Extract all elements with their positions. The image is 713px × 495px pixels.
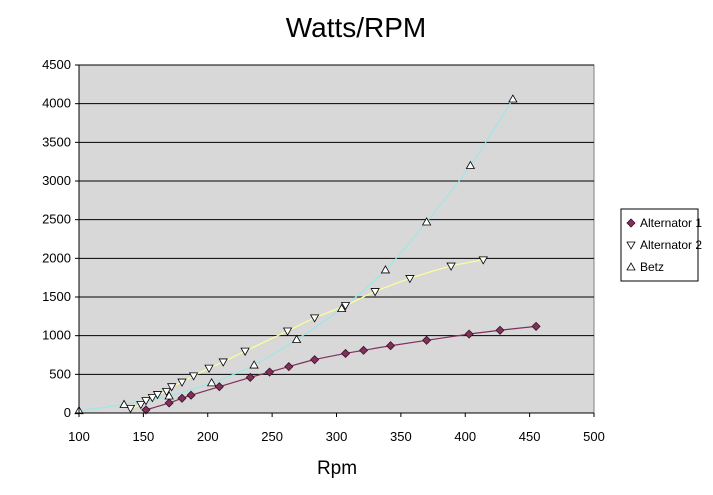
data-point-1-7 bbox=[177, 378, 187, 387]
data-point-0-2 bbox=[177, 393, 187, 403]
data-point-0-13 bbox=[464, 329, 474, 339]
data-point-0-9 bbox=[340, 348, 351, 359]
y-tick-label-4: 2000 bbox=[42, 250, 71, 265]
series-line-0 bbox=[145, 325, 537, 411]
x-tick-label-7: 450 bbox=[519, 429, 541, 444]
data-point-1-13 bbox=[309, 314, 320, 323]
legend-item-1: Alternator 2 bbox=[626, 238, 702, 252]
legend-label-0: Alternator 1 bbox=[640, 216, 702, 230]
y-tick-label-7: 3500 bbox=[42, 134, 71, 149]
x-tick-label-3: 250 bbox=[261, 429, 283, 444]
x-tick-label-8: 500 bbox=[583, 429, 605, 444]
data-point-2-10 bbox=[508, 94, 518, 103]
data-point-1-6 bbox=[167, 383, 177, 392]
data-point-2-8 bbox=[421, 217, 432, 226]
chart-title: Watts/RPM bbox=[286, 12, 427, 43]
y-tick-label-8: 4000 bbox=[42, 96, 71, 111]
data-point-2-3 bbox=[206, 378, 217, 387]
data-point-1-15 bbox=[370, 288, 380, 297]
legend: Alternator 1 Alternator 2 Betz bbox=[620, 208, 702, 282]
x-tick-label-0: 100 bbox=[68, 429, 90, 444]
data-point-1-2 bbox=[141, 397, 151, 406]
y-tick-label-5: 2500 bbox=[42, 212, 71, 227]
series-markers bbox=[74, 94, 541, 415]
data-point-0-5 bbox=[245, 372, 255, 382]
data-point-0-3 bbox=[186, 390, 196, 400]
x-tick-label-1: 150 bbox=[133, 429, 155, 444]
data-point-2-9 bbox=[465, 160, 476, 169]
data-point-2-4 bbox=[249, 360, 259, 369]
legend-item-2: Betz bbox=[626, 260, 664, 274]
data-point-1-12 bbox=[282, 327, 293, 336]
x-tick-label-2: 200 bbox=[197, 429, 219, 444]
y-tick-label-0: 0 bbox=[64, 405, 71, 420]
data-point-0-1 bbox=[164, 398, 174, 408]
y-tick-label-2: 1000 bbox=[42, 328, 71, 343]
data-point-1-18 bbox=[478, 256, 488, 265]
data-point-0-11 bbox=[386, 341, 396, 351]
data-point-1-10 bbox=[218, 358, 228, 367]
data-point-0-6 bbox=[264, 367, 275, 377]
y-tick-label-3: 1500 bbox=[42, 289, 71, 304]
x-tick-label-6: 400 bbox=[454, 429, 476, 444]
legend-marker-1 bbox=[626, 241, 636, 250]
legend-marker-0 bbox=[626, 218, 636, 228]
data-point-0-15 bbox=[531, 321, 541, 331]
legend-item-0: Alternator 1 bbox=[626, 216, 702, 230]
data-point-2-1 bbox=[119, 399, 129, 408]
data-point-2-6 bbox=[336, 303, 347, 313]
legend-items: Alternator 1 Alternator 2 Betz bbox=[626, 216, 702, 274]
legend-label-1: Alternator 2 bbox=[640, 238, 702, 252]
data-point-1-1 bbox=[136, 401, 146, 410]
y-tick-label-6: 3000 bbox=[42, 173, 71, 188]
legend-marker-2 bbox=[626, 262, 636, 271]
legend-label-2: Betz bbox=[640, 260, 664, 274]
x-tick-label-4: 300 bbox=[326, 429, 348, 444]
data-point-1-14 bbox=[340, 302, 351, 311]
series-points-2 bbox=[74, 94, 518, 415]
data-point-2-5 bbox=[291, 334, 302, 343]
data-point-0-10 bbox=[358, 345, 369, 355]
data-point-2-2 bbox=[164, 391, 174, 400]
data-point-2-7 bbox=[380, 265, 391, 274]
data-point-1-4 bbox=[152, 391, 163, 400]
data-point-0-8 bbox=[310, 355, 320, 365]
data-point-1-17 bbox=[446, 262, 456, 271]
plot-area bbox=[78, 64, 595, 414]
series-points-0 bbox=[141, 321, 541, 415]
data-point-1-9 bbox=[204, 364, 214, 373]
data-point-0-14 bbox=[495, 325, 505, 335]
data-point-1-3 bbox=[147, 394, 158, 403]
grid-lines bbox=[79, 64, 594, 375]
x-axis-ticks: 100 150 200 250 300 350 400 450 500 bbox=[68, 413, 605, 444]
data-point-0-7 bbox=[284, 362, 294, 372]
data-point-1-8 bbox=[188, 372, 199, 381]
data-point-1-0 bbox=[125, 404, 136, 414]
x-tick-label-5: 350 bbox=[390, 429, 412, 444]
data-point-1-11 bbox=[240, 347, 250, 356]
data-point-0-12 bbox=[422, 335, 432, 345]
data-point-0-0 bbox=[141, 405, 151, 415]
series-points-1 bbox=[125, 256, 488, 414]
y-tick-label-9: 4500 bbox=[42, 57, 71, 72]
y-axis-ticks: 0 500 1000 1500 2000 2500 3000 3500 4000 4500 bbox=[42, 57, 79, 420]
x-axis-label: Rpm bbox=[317, 458, 357, 479]
data-point-1-16 bbox=[405, 275, 415, 284]
y-tick-label-1: 500 bbox=[49, 366, 71, 381]
data-point-1-5 bbox=[161, 387, 172, 397]
data-point-0-4 bbox=[214, 382, 224, 392]
